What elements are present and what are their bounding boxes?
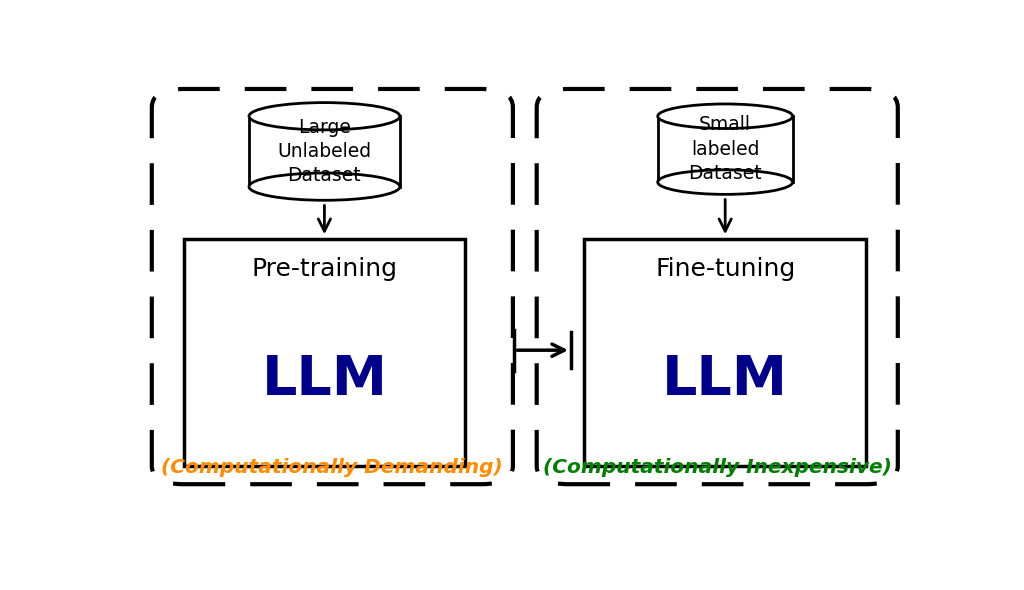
Text: LLM: LLM <box>261 353 387 407</box>
Text: LLM: LLM <box>663 353 788 407</box>
Text: Small
labeled
Dataset: Small labeled Dataset <box>688 116 762 183</box>
Text: Pre-training: Pre-training <box>252 257 397 281</box>
Text: Fine-tuning: Fine-tuning <box>655 257 796 281</box>
FancyBboxPatch shape <box>585 239 866 466</box>
FancyBboxPatch shape <box>183 239 465 466</box>
Polygon shape <box>249 116 399 186</box>
Polygon shape <box>657 116 793 182</box>
Text: Large
Unlabeled
Dataset: Large Unlabeled Dataset <box>278 117 372 185</box>
Ellipse shape <box>249 173 399 200</box>
Ellipse shape <box>657 170 793 194</box>
Text: (Computationally Demanding): (Computationally Demanding) <box>162 458 503 477</box>
Text: (Computationally Inexpensive): (Computationally Inexpensive) <box>543 458 892 477</box>
Ellipse shape <box>249 103 399 130</box>
Ellipse shape <box>657 104 793 129</box>
